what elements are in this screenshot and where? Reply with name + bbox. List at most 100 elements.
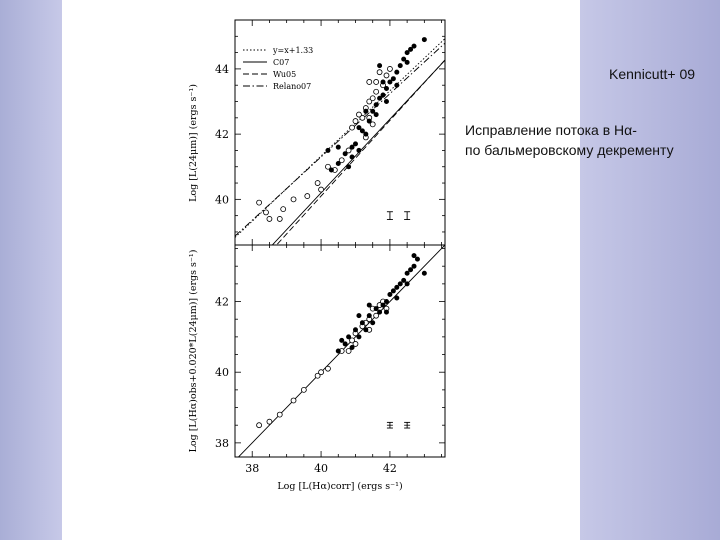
legend-label-3: Relano07: [273, 82, 311, 91]
top-filled-point-6: [356, 147, 362, 153]
bottom-filled-point-4: [352, 327, 358, 333]
top-filled-point-17: [394, 69, 400, 75]
top-filled-point-5: [352, 141, 358, 147]
correction-note-line-2: по бальмеровскому декременту: [465, 142, 674, 158]
top-open-point-1: [263, 209, 269, 216]
top-filled-point-22: [411, 43, 417, 49]
bottom-panel-frame: [234, 244, 446, 458]
bottom-filled-point-19: [404, 270, 410, 276]
x-axis-label: Log [L(Hα)corr] (ergs s⁻¹): [277, 481, 402, 492]
top-ytick-label-2: 44: [215, 63, 229, 76]
top-open-point-15: [366, 98, 373, 105]
bottom-open-point-5: [314, 372, 321, 379]
top-filled-point-14: [383, 85, 389, 91]
bottom-filled-point-13: [383, 299, 389, 305]
top-open-point-3: [276, 216, 283, 222]
top-open-point-25: [383, 72, 390, 79]
top-open-point-19: [366, 79, 373, 85]
bottom-filled-point-14: [387, 291, 393, 297]
bottom-open-point-2: [276, 411, 283, 418]
top-filled-point-25: [383, 99, 389, 105]
bottom-xtick-label-1: 40: [314, 462, 328, 475]
bottom-filled-point-26: [366, 302, 372, 308]
legend-label-0: y=x+1.33: [272, 46, 313, 55]
bottom-filled-point-2: [346, 334, 352, 340]
top-line-3: [235, 42, 445, 237]
top-ytick-label-0: 40: [215, 193, 229, 206]
bottom-ytick-label-0: 38: [215, 437, 229, 450]
top-filled-point-32: [356, 125, 362, 131]
top-filled-point-13: [380, 92, 386, 98]
bottom-filled-point-17: [397, 281, 403, 287]
bottom-filled-point-24: [404, 281, 410, 287]
top-filled-point-34: [377, 63, 383, 69]
bottom-filled-point-8: [366, 313, 372, 319]
top-y-axis-label: Log [L(24μm)] (ergs s⁻¹): [188, 84, 199, 202]
bottom-filled-point-6: [359, 320, 365, 326]
bottom-filled-point-23: [421, 270, 427, 276]
correction-note: Исправление потока в Hα- по бальмеровско…: [465, 120, 674, 160]
bottom-filled-point-15: [390, 288, 396, 294]
top-filled-point-0: [328, 167, 334, 173]
bottom-y-axis-label: Log [L(Hα)obs+0.020*L(24μm)] (ergs s⁻¹): [188, 250, 199, 453]
top-open-point-8: [318, 186, 324, 193]
top-open-point-12: [352, 118, 359, 124]
top-open-point-11: [349, 124, 355, 131]
right-background-band: [580, 0, 720, 540]
top-filled-point-11: [373, 102, 379, 108]
top-line-0: [235, 38, 445, 238]
top-filled-point-29: [335, 144, 341, 150]
top-filled-point-28: [349, 144, 355, 150]
bottom-open-point-9: [349, 337, 355, 344]
bottom-ytick-label-1: 40: [215, 366, 229, 379]
slide-canvas: [62, 0, 580, 540]
top-open-point-27: [373, 79, 380, 85]
top-line-2: [275, 59, 445, 245]
top-filled-point-4: [349, 154, 355, 160]
bottom-filled-point-9: [370, 320, 376, 326]
top-filled-point-7: [359, 128, 365, 134]
bottom-open-point-1: [266, 418, 273, 425]
top-open-point-17: [373, 88, 380, 95]
top-ytick-label-1: 42: [215, 128, 229, 141]
top-filled-point-1: [335, 160, 341, 166]
bottom-filled-point-12: [380, 302, 386, 308]
top-data-points: [256, 37, 427, 222]
bottom-filled-point-7: [363, 327, 369, 333]
bottom-filled-point-22: [414, 256, 420, 262]
bottom-filled-point-10: [373, 306, 379, 312]
top-filled-point-26: [380, 79, 386, 85]
top-open-point-7: [314, 180, 321, 186]
top-filled-point-24: [404, 59, 410, 65]
top-open-point-5: [290, 196, 297, 203]
top-filled-point-16: [390, 76, 396, 82]
top-open-point-13: [359, 114, 366, 121]
legend: y=x+1.33 C07 Wu05 Relano07: [243, 46, 313, 91]
reference-label: Kennicutt+ 09: [609, 66, 696, 82]
top-open-point-21: [369, 121, 376, 128]
axis-ticks: 40 42 44 38 40 42 38 40 42: [215, 19, 445, 475]
top-open-point-2: [266, 216, 273, 222]
bottom-filled-point-20: [408, 267, 414, 273]
bottom-filled-point-11: [377, 309, 383, 315]
legend-label-1: C07: [273, 58, 289, 67]
bottom-open-point-3: [290, 397, 297, 404]
bottom-filled-point-1: [342, 341, 348, 347]
bottom-filled-point-28: [339, 337, 345, 343]
top-open-point-26: [387, 66, 393, 72]
bottom-filled-point-21: [411, 263, 417, 269]
bottom-filled-point-25: [383, 309, 389, 315]
top-filled-point-19: [401, 56, 407, 62]
top-open-point-28: [356, 111, 362, 118]
bottom-filled-point-18: [401, 277, 407, 283]
bottom-open-point-0: [256, 422, 262, 429]
top-filled-point-18: [397, 63, 403, 69]
top-filled-point-30: [373, 112, 379, 118]
top-open-point-20: [376, 69, 383, 76]
top-filled-point-23: [421, 37, 427, 43]
bottom-filled-point-30: [411, 253, 417, 259]
top-filled-point-33: [325, 147, 331, 153]
top-filled-point-12: [377, 95, 383, 101]
top-filled-point-15: [387, 79, 393, 85]
